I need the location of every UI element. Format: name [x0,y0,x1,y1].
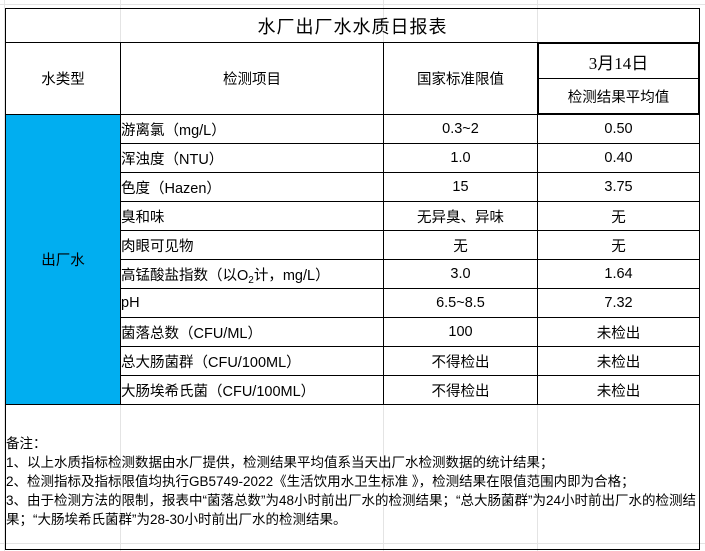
standard-value: 15 [383,172,538,202]
column-header-date-result: 3月14日 检测结果平均值 [537,42,700,115]
remarks-row: 备注： 1、以上水质指标检测数据由水厂提供，检测结果平均值系当天出厂水检测数据的… [5,404,700,550]
item-name-prefix: 高锰酸盐指数（以O [121,267,249,284]
standard-value: 不得检出 [383,346,538,376]
header-row: 水类型 检测项目 国家标准限值 3月14日 检测结果平均值 [5,42,700,115]
item-name: 高锰酸盐指数（以O2计，mg/L） [120,259,384,289]
column-header-result: 检测结果平均值 [538,78,699,114]
result-value: 0.40 [537,143,700,173]
standard-value: 1.0 [383,143,538,173]
result-value: 1.64 [537,259,700,289]
item-name: 总大肠菌群（CFU/100ML） [120,346,384,376]
table-row: 出厂水 游离氯（mg/L） 0.3~2 0.50 [5,114,700,405]
table-row: 肉眼可见物 无 无 [6,230,700,260]
remarks-block: 备注： 1、以上水质指标检测数据由水厂提供，检测结果平均值系当天出厂水检测数据的… [5,404,700,550]
item-name: 肉眼可见物 [120,230,384,260]
result-value: 0.50 [537,114,700,144]
table-row: 色度（Hazen） 15 3.75 [6,172,700,202]
item-name: 色度（Hazen） [120,172,384,202]
column-header-water-type: 水类型 [5,42,121,115]
item-name: 大肠埃希氏菌（CFU/100ML） [120,375,384,405]
standard-value: 不得检出 [383,375,538,405]
table-row: 总大肠菌群（CFU/100ML） 不得检出 未检出 [6,346,700,376]
result-value: 无 [537,230,700,260]
result-value: 无 [537,201,700,231]
page-title: 水厂出厂水水质日报表 [5,8,700,43]
title-row: 水厂出厂水水质日报表 [5,8,700,43]
result-value: 未检出 [537,317,700,347]
item-name: pH [120,288,384,318]
item-name-subscript: 2 [248,274,254,286]
table-row: 浑浊度（NTU） 1.0 0.40 [6,143,700,173]
result-value: 未检出 [537,375,700,405]
remarks-line-1: 1、以上水质指标检测数据由水厂提供，检测结果平均值系当天出厂水检测数据的统计结果… [6,454,554,470]
result-value: 7.32 [537,288,700,318]
standard-value: 100 [383,317,538,347]
column-header-standard: 国家标准限值 [383,42,538,115]
table-row: 菌落总数（CFU/ML） 100 未检出 [6,317,700,347]
standard-value: 3.0 [383,259,538,289]
item-name: 臭和味 [120,201,384,231]
standard-value: 6.5~8.5 [383,288,538,318]
item-name: 浑浊度（NTU） [120,143,384,173]
item-name: 菌落总数（CFU/ML） [120,317,384,347]
column-header-item: 检测项目 [120,42,384,115]
result-value: 未检出 [537,346,700,376]
remarks-line-2: 2、检测指标及指标限值均执行GB5749-2022《生活饮用水卫生标准 》，检测… [6,473,635,489]
item-name-suffix: 计，mg/L） [253,267,330,284]
standard-value: 无 [383,230,538,260]
water-quality-table: 水厂出厂水水质日报表 水类型 检测项目 国家标准限值 3月14日 检测结果平均值 [5,8,700,550]
water-type-value: 出厂水 [5,114,121,405]
item-name: 游离氯（mg/L） [120,114,384,144]
standard-value: 0.3~2 [383,114,538,144]
result-value: 3.75 [537,172,700,202]
remarks-line-3: 3、由于检测方法的限制，报表中“菌落总数”为48小时前出厂水的检测结果；“总大肠… [6,492,697,527]
standard-value: 无异臭、异味 [383,201,538,231]
remarks-heading: 备注： [6,435,47,451]
report-date: 3月14日 [538,43,699,79]
water-quality-report-sheet: 水厂出厂水水质日报表 水类型 检测项目 国家标准限值 3月14日 检测结果平均值 [5,8,700,550]
